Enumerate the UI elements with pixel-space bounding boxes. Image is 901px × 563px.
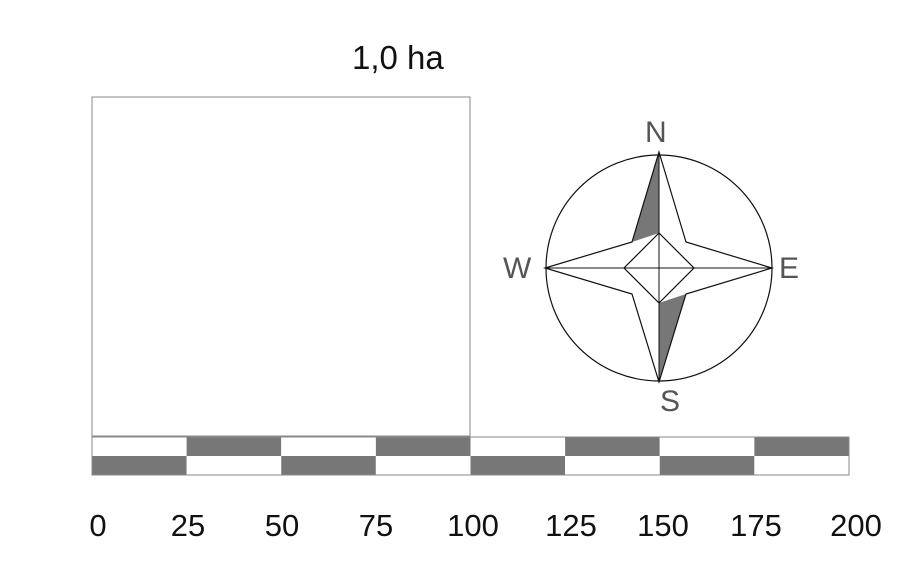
compass-rose <box>542 149 775 385</box>
scale-tick-label: 175 <box>730 508 782 543</box>
scale-bar-frame <box>91 436 850 476</box>
scale-segment <box>375 456 471 475</box>
compass-north-label: N <box>645 116 667 149</box>
scale-segment <box>92 437 187 456</box>
scale-tick-label: 100 <box>447 508 499 543</box>
scale-tick-label: 150 <box>637 508 689 543</box>
scale-segment <box>659 456 755 475</box>
scale-tick-label: 200 <box>830 508 882 543</box>
scale-segment <box>754 456 849 475</box>
scale-segment <box>186 456 282 475</box>
scale-tick-label: 75 <box>358 508 394 543</box>
scale-segment <box>92 456 187 475</box>
area-label: 1,0 ha <box>352 39 444 76</box>
scale-segment <box>281 456 376 475</box>
scale-tick-label: 25 <box>170 508 206 543</box>
scale-segment <box>754 437 849 456</box>
scale-segment <box>281 437 376 456</box>
scale-segment <box>470 456 566 475</box>
scale-segment <box>375 437 471 456</box>
scale-tick-label: 0 <box>89 508 107 543</box>
compass-south-label: S <box>660 385 681 418</box>
compass-west-label: W <box>503 252 532 285</box>
area-square <box>91 96 471 437</box>
scale-tick-label: 125 <box>545 508 597 543</box>
scale-segment <box>470 437 566 456</box>
scale-bar <box>91 436 850 476</box>
scale-segment <box>186 437 282 456</box>
scale-tick-label: 50 <box>264 508 300 543</box>
compass-east-label: E <box>779 252 800 285</box>
scale-segment <box>565 456 660 475</box>
scale-segment <box>659 437 755 456</box>
scale-segment <box>565 437 660 456</box>
